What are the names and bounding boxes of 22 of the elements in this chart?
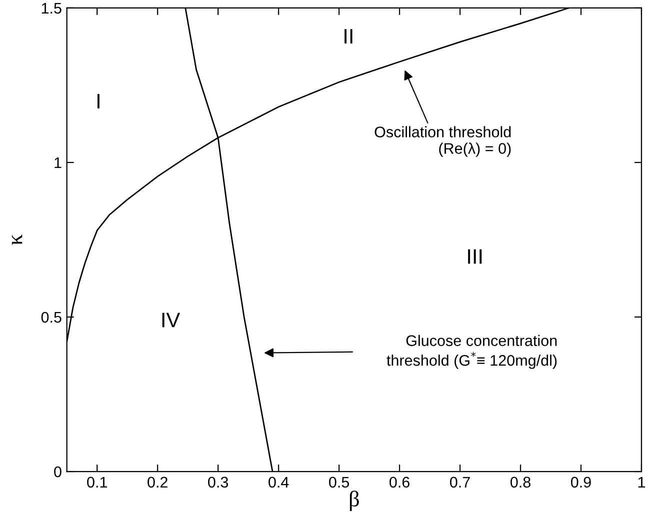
x-tick-label: 0.7 <box>450 476 470 488</box>
y-tick-label: 1.5 <box>42 2 62 14</box>
x-tick-label: 0.5 <box>329 476 350 488</box>
x-tick-label: 0.2 <box>148 476 168 488</box>
annotation: IV <box>162 312 180 328</box>
y-tick-label: 0 <box>54 466 62 478</box>
annotation: II <box>344 29 352 44</box>
annotation: Oscillation threshold (Re(λ) = 0) <box>374 126 511 157</box>
x-tick-label: 0.8 <box>510 476 530 488</box>
x-tick-label: 0.9 <box>570 476 591 488</box>
y-tick-label: 1 <box>54 158 62 168</box>
x-tick-label: 0.6 <box>390 476 410 488</box>
x-tick-label: 1 <box>638 476 645 488</box>
y-axis-title: κ <box>12 234 22 245</box>
x-axis-title: β <box>350 490 359 512</box>
x-tick-label: 0.3 <box>208 476 228 488</box>
annotation: Glucose concentration threshold (G$^{*}$≡ 120mg/dl) <box>386 334 557 369</box>
x-tick-label: 0.4 <box>268 476 289 488</box>
y-tick-label: 0.5 <box>41 312 62 323</box>
annotation: III <box>468 249 482 264</box>
annotation: I <box>97 94 100 108</box>
x-tick-label: 0.1 <box>87 476 107 488</box>
